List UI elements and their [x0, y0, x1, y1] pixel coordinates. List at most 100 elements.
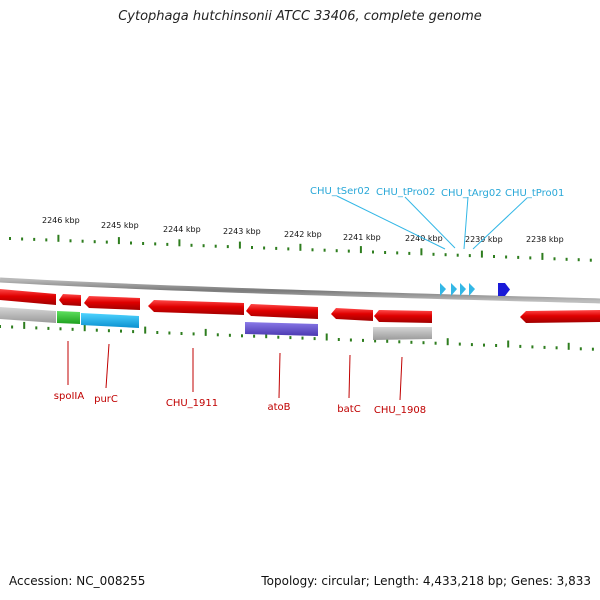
minor-tick	[565, 257, 568, 261]
cds-feature-chu-1911[interactable]	[148, 300, 244, 315]
minor-tick	[362, 338, 364, 342]
minor-tick	[71, 327, 74, 331]
trna-feature[interactable]	[451, 283, 457, 296]
minor-tick	[493, 255, 495, 258]
minor-tick	[253, 334, 256, 338]
minor-tick	[553, 257, 556, 261]
gene-label-chu-1911: CHU_1911	[166, 398, 218, 409]
minor-tick	[495, 344, 498, 347]
kbp-label: 2238 kbp	[526, 235, 564, 244]
minor-tick	[190, 243, 193, 247]
trna-feature[interactable]	[469, 283, 475, 296]
minor-tick	[105, 240, 108, 244]
minor-tick	[372, 250, 374, 254]
cds-feature-atob[interactable]	[246, 304, 318, 319]
major-tick	[144, 326, 147, 334]
minor-tick	[59, 327, 62, 331]
kbp-label: 2244 kbp	[163, 225, 201, 234]
minor-tick	[214, 244, 217, 248]
trna-features	[440, 283, 510, 296]
minor-tick	[335, 249, 338, 253]
minor-tick	[422, 341, 425, 345]
trna-leader-lines	[336, 195, 528, 250]
spoiia-block[interactable]	[57, 311, 80, 324]
kbp-label: 2239 kbp	[465, 235, 503, 244]
purc-block[interactable]	[81, 313, 139, 328]
major-tick	[204, 328, 207, 336]
gene-leader-lines	[67, 341, 403, 401]
minor-tick	[349, 338, 352, 342]
major-tick	[507, 340, 510, 348]
gene-label-chu-1908: CHU_1908	[374, 405, 426, 416]
minor-tick	[323, 248, 326, 252]
cds-feature[interactable]	[59, 294, 81, 306]
minor-tick	[543, 345, 546, 349]
major-tick	[83, 324, 86, 332]
lower-scale-ticks	[0, 321, 594, 351]
minor-tick	[519, 344, 522, 348]
trna-feature[interactable]	[460, 283, 466, 296]
major-tick	[178, 239, 181, 247]
minor-tick	[555, 346, 558, 350]
trna-label: CHU_tSer02	[310, 186, 370, 197]
minor-tick	[579, 347, 582, 351]
major-tick	[23, 321, 26, 329]
trna-label: CHU_tPro02	[376, 187, 435, 198]
minor-tick	[408, 251, 411, 255]
minor-tick	[263, 246, 266, 250]
minor-tick	[301, 336, 304, 340]
trna-label: CHU_tArg02	[441, 188, 502, 199]
minor-tick	[434, 341, 437, 345]
gene-label-spoiia: spoIIA	[54, 391, 85, 402]
minor-tick	[33, 237, 36, 241]
kbp-label: 2245 kbp	[101, 221, 139, 230]
gray-feature-block[interactable]	[0, 307, 56, 323]
major-tick	[299, 243, 302, 251]
minor-tick	[0, 325, 1, 328]
cds-feature-batc[interactable]	[331, 308, 373, 321]
minor-tick	[251, 246, 253, 249]
gene-marker[interactable]	[498, 283, 510, 296]
minor-tick	[21, 237, 24, 241]
major-tick	[325, 333, 328, 341]
minor-tick	[277, 335, 280, 339]
minor-tick	[396, 251, 399, 255]
minor-tick	[69, 239, 72, 243]
cds-feature[interactable]	[0, 289, 56, 305]
kbp-label: 2246 kbp	[42, 216, 80, 225]
minor-tick	[577, 258, 580, 262]
cds-feature-chu-1908[interactable]	[374, 310, 432, 323]
map-title: Cytophaga hutchinsonii ATCC 33406, compl…	[118, 9, 482, 24]
minor-tick	[432, 252, 435, 256]
cds-feature[interactable]	[84, 296, 140, 310]
minor-tick	[468, 254, 471, 258]
minor-tick	[458, 342, 461, 346]
minor-tick	[483, 343, 485, 347]
minor-tick	[287, 247, 290, 251]
minor-tick	[180, 332, 183, 335]
minor-tick	[337, 338, 340, 341]
minor-tick	[154, 242, 157, 246]
minor-tick	[11, 325, 14, 329]
atob-block[interactable]	[245, 322, 318, 336]
minor-tick	[35, 326, 38, 330]
cds-feature[interactable]	[520, 310, 600, 323]
feature-track-lower	[0, 307, 432, 340]
minor-tick	[517, 255, 520, 259]
trna-label: CHU_tPro01	[505, 188, 564, 199]
minor-tick	[95, 328, 98, 332]
minor-tick	[313, 337, 316, 341]
minor-tick	[275, 246, 278, 250]
trna-feature[interactable]	[440, 283, 446, 296]
minor-tick	[142, 242, 145, 245]
major-tick	[567, 342, 570, 350]
minor-tick	[470, 343, 473, 347]
minor-tick	[45, 238, 48, 242]
minor-tick	[241, 334, 243, 338]
chu-1908-gray-block[interactable]	[373, 327, 432, 340]
minor-tick	[202, 244, 205, 248]
minor-tick	[132, 330, 135, 334]
major-tick	[446, 338, 449, 346]
minor-tick	[456, 253, 459, 257]
genome-backbone	[0, 277, 600, 304]
